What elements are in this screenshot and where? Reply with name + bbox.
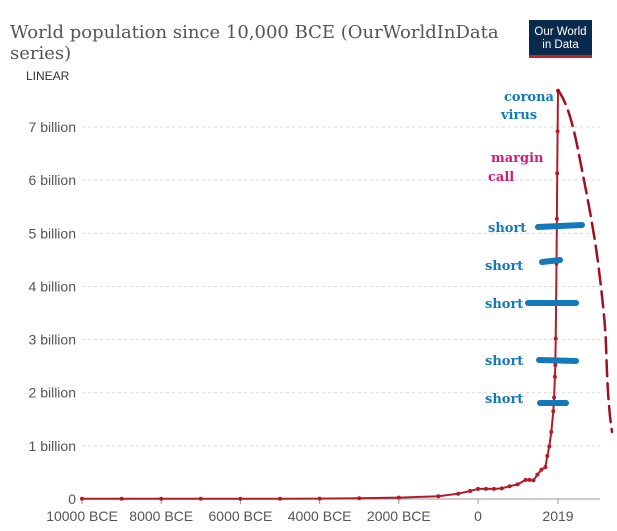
owid-logo: Our World in Data (529, 20, 592, 58)
annotation-short-1: short (488, 221, 526, 236)
annotation-call: call (488, 170, 514, 185)
data-point[interactable] (499, 486, 504, 491)
data-point[interactable] (468, 489, 473, 493)
grid-layer (82, 126, 600, 500)
annotation-short-2: short (485, 259, 523, 274)
hand-drawn-dashed-decline (556, 88, 614, 434)
data-point[interactable] (484, 486, 488, 491)
data-point[interactable] (436, 494, 441, 499)
data-point[interactable] (549, 430, 554, 434)
data-point[interactable] (539, 467, 544, 472)
data-point[interactable] (552, 395, 557, 400)
data-point[interactable] (476, 486, 480, 491)
scale-toggle-label[interactable]: LINEAR (26, 69, 70, 83)
y-tick-label: 6 billion (29, 172, 76, 188)
hand-drawn-overlay (525, 88, 614, 434)
data-point[interactable] (551, 409, 556, 414)
data-point[interactable] (238, 496, 243, 501)
data-point[interactable] (507, 484, 512, 489)
logo-line-2: in Data (542, 39, 579, 51)
x-tick-label: 0 (474, 508, 482, 524)
y-tick-label: 1 billion (29, 438, 76, 454)
annotation-corona: corona (504, 90, 555, 105)
short-marker-2 (539, 257, 563, 265)
x-tick-label: 2019 (542, 508, 573, 524)
data-point[interactable] (396, 495, 401, 500)
data-point[interactable] (515, 482, 520, 487)
y-tick-label: 3 billion (29, 332, 76, 348)
annotation-virus: virus (500, 108, 537, 123)
data-point[interactable] (552, 374, 557, 379)
data-point[interactable] (553, 336, 558, 341)
x-tick-label: 10000 BCE (46, 508, 118, 524)
annotation-margin: margin (491, 151, 544, 166)
data-point[interactable] (547, 444, 552, 449)
x-tick-label: 8000 BCE (129, 508, 193, 524)
data-point[interactable] (535, 472, 540, 477)
data-point[interactable] (317, 496, 322, 501)
y-tick-label: 2 billion (29, 385, 76, 401)
series-layer (80, 88, 560, 501)
data-point[interactable] (119, 496, 124, 501)
chart-title: World population since 10,000 BCE (OurWo… (10, 22, 499, 64)
population-line (82, 90, 559, 500)
data-point[interactable] (357, 496, 362, 501)
data-point[interactable] (555, 129, 560, 134)
data-point[interactable] (543, 465, 548, 470)
data-point[interactable] (553, 363, 558, 368)
x-tick-label: 2000 BCE (367, 508, 431, 524)
x-tick-label: 6000 BCE (209, 508, 273, 524)
data-point[interactable] (491, 486, 496, 491)
annotation-short-4: short (485, 354, 523, 369)
x-axis-labels: 10000 BCE 8000 BCE 6000 BCE 4000 BCE 2000 BC… (46, 499, 574, 524)
data-point[interactable] (198, 496, 203, 501)
data-point[interactable] (555, 171, 560, 176)
short-marker-4 (536, 357, 579, 364)
annotation-short-3: short (485, 297, 523, 312)
data-point[interactable] (554, 216, 559, 221)
annotation-short-5: short (485, 392, 523, 407)
y-tick-label: 0 (68, 491, 76, 507)
data-point[interactable] (545, 454, 550, 458)
data-point[interactable] (278, 496, 282, 501)
y-tick-label: 5 billion (29, 225, 76, 241)
data-point[interactable] (527, 477, 532, 482)
x-tick-label: 4000 BCE (288, 508, 352, 524)
data-point[interactable] (159, 496, 164, 501)
data-point[interactable] (80, 496, 84, 501)
y-tick-label: 4 billion (29, 278, 76, 294)
data-point[interactable] (456, 491, 461, 496)
short-marker-1 (535, 222, 585, 230)
y-axis-labels: 0 1 billion 2 billion 3 billion 4 billion 5 b… (29, 119, 77, 507)
data-point[interactable] (531, 478, 536, 483)
logo-line-1: Our World (534, 26, 587, 38)
data-point[interactable] (523, 477, 528, 482)
y-tick-label: 7 billion (29, 119, 76, 135)
